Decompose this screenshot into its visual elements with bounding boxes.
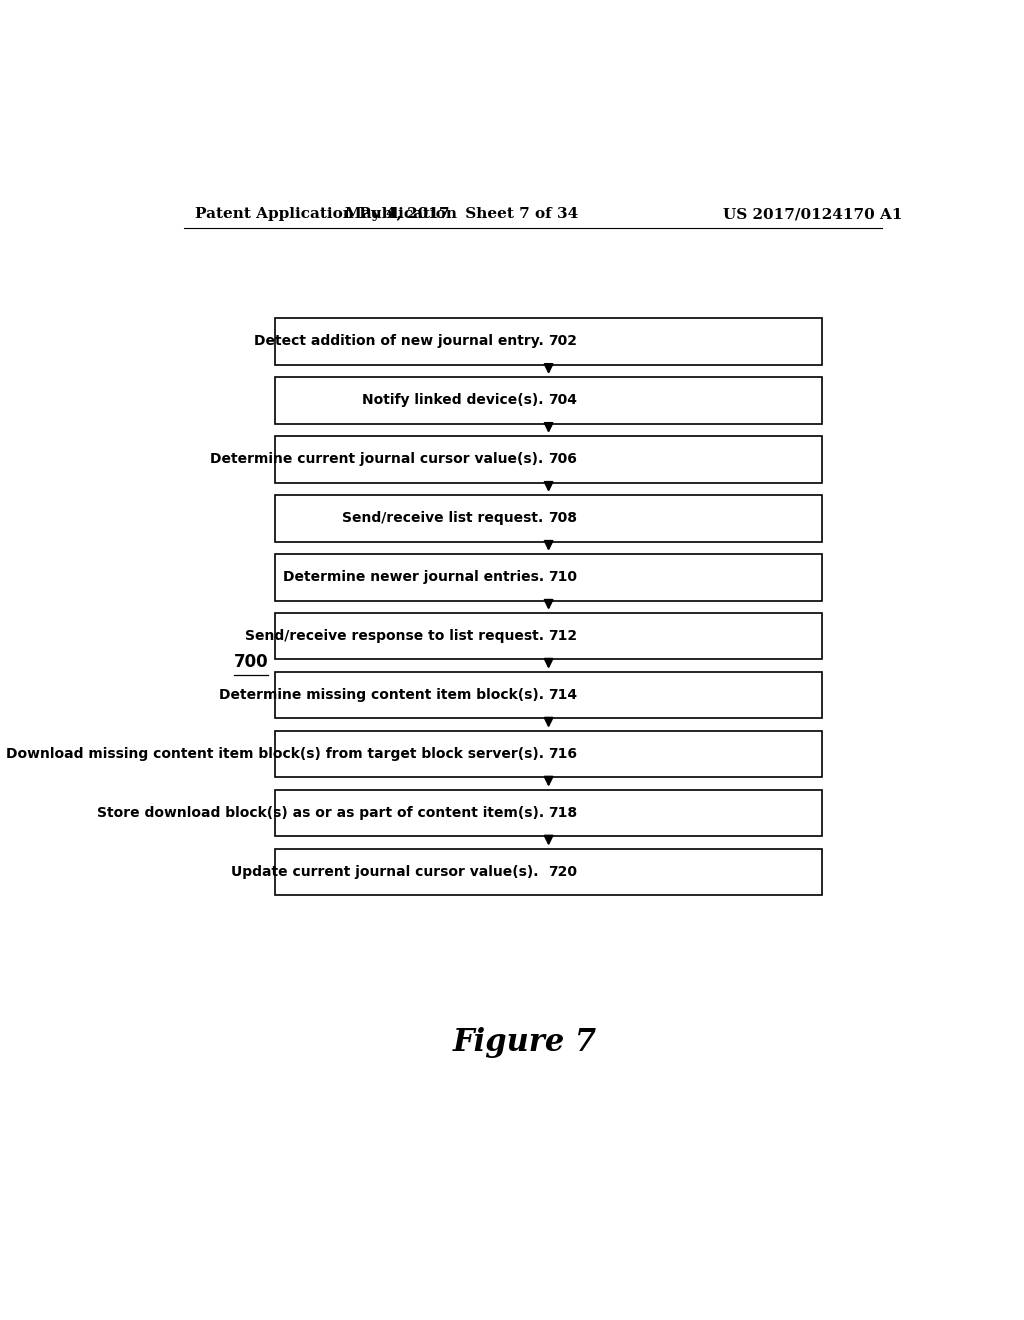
Text: 708: 708: [549, 511, 578, 525]
Text: May 4, 2017   Sheet 7 of 34: May 4, 2017 Sheet 7 of 34: [345, 207, 578, 222]
Text: 718: 718: [549, 807, 578, 820]
Text: Notify linked device(s).: Notify linked device(s).: [362, 393, 549, 408]
Text: Determine current journal cursor value(s).: Determine current journal cursor value(s…: [211, 453, 549, 466]
FancyBboxPatch shape: [274, 318, 822, 364]
Text: Patent Application Publication: Patent Application Publication: [196, 207, 458, 222]
Text: Update current journal cursor value(s).: Update current journal cursor value(s).: [231, 865, 549, 879]
Text: 700: 700: [233, 652, 268, 671]
FancyBboxPatch shape: [274, 789, 822, 837]
FancyBboxPatch shape: [274, 554, 822, 601]
FancyBboxPatch shape: [274, 731, 822, 777]
Text: 714: 714: [549, 688, 578, 702]
Text: Send/receive list request.: Send/receive list request.: [342, 511, 549, 525]
Text: Detect addition of new journal entry.: Detect addition of new journal entry.: [254, 334, 549, 348]
Text: 706: 706: [549, 453, 578, 466]
Text: 710: 710: [549, 570, 578, 585]
Text: US 2017/0124170 A1: US 2017/0124170 A1: [723, 207, 903, 222]
FancyBboxPatch shape: [274, 378, 822, 424]
Text: Store download block(s) as or as part of content item(s).: Store download block(s) as or as part of…: [96, 807, 549, 820]
Text: Determine newer journal entries.: Determine newer journal entries.: [283, 570, 549, 585]
Text: 720: 720: [549, 865, 578, 879]
Text: 702: 702: [549, 334, 578, 348]
FancyBboxPatch shape: [274, 849, 822, 895]
FancyBboxPatch shape: [274, 612, 822, 660]
FancyBboxPatch shape: [274, 436, 822, 483]
FancyBboxPatch shape: [274, 495, 822, 541]
Text: Determine missing content item block(s).: Determine missing content item block(s).: [219, 688, 549, 702]
Text: Figure 7: Figure 7: [453, 1027, 597, 1059]
Text: 716: 716: [549, 747, 578, 762]
Text: 704: 704: [549, 393, 578, 408]
FancyBboxPatch shape: [274, 672, 822, 718]
Text: Send/receive response to list request.: Send/receive response to list request.: [245, 630, 549, 643]
Text: 712: 712: [549, 630, 578, 643]
Text: Download missing content item block(s) from target block server(s).: Download missing content item block(s) f…: [6, 747, 549, 762]
